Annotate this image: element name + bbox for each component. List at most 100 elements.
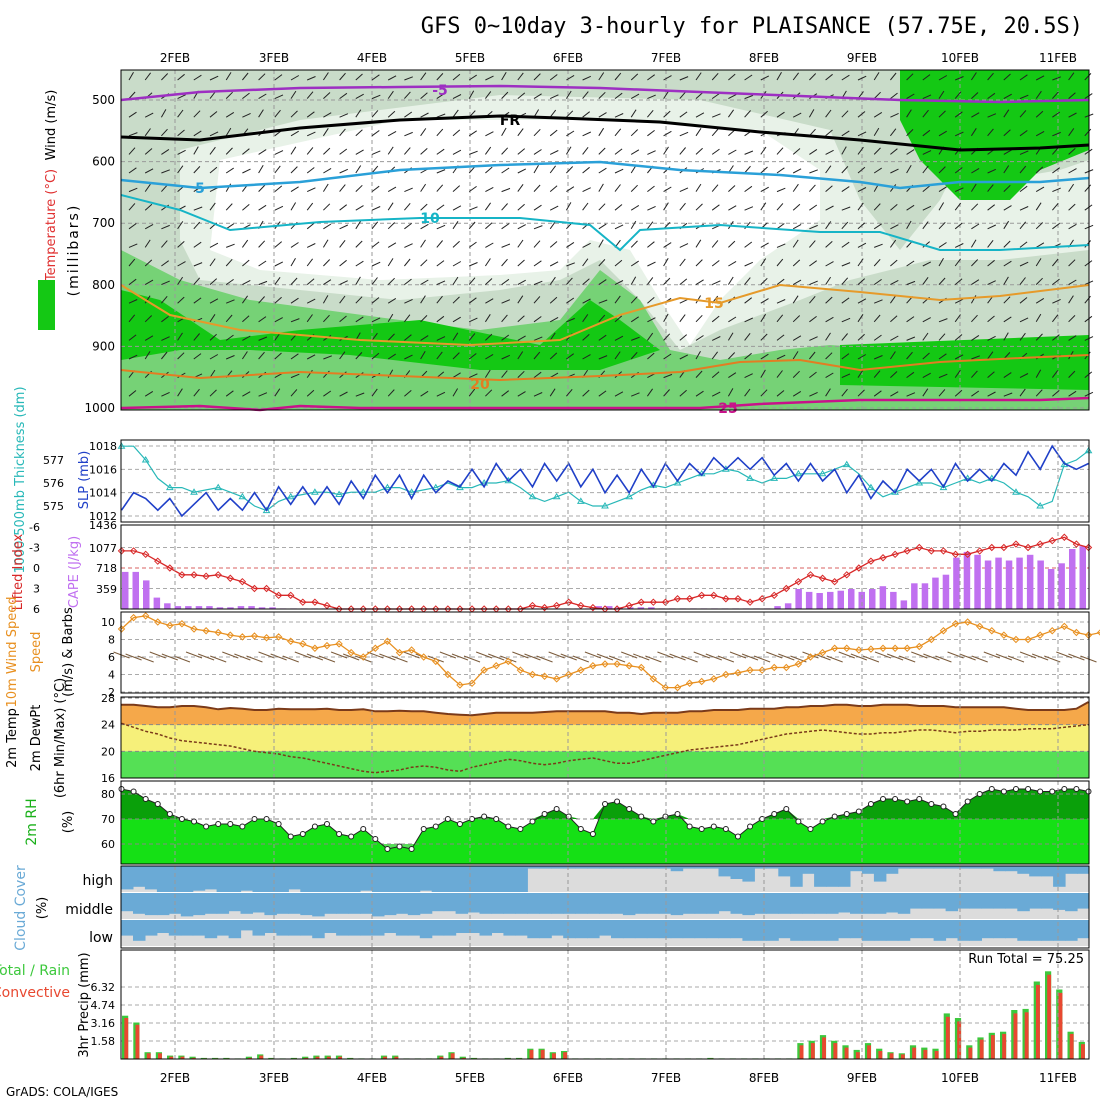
- cape-bar: [932, 578, 939, 609]
- cloud-cell: [503, 893, 516, 914]
- thickness-tick-label: 576: [43, 477, 64, 490]
- temp-contour-label: 15: [704, 296, 723, 312]
- cloud-cell: [814, 893, 827, 914]
- cloud-cell: [1041, 866, 1054, 876]
- cloud-cell: [229, 920, 242, 938]
- top-date-label: 7FEB: [651, 51, 681, 65]
- cloud-cell: [910, 893, 923, 909]
- rh2m-marker: [868, 802, 873, 807]
- cloud-cell: [647, 920, 660, 938]
- rh2m-marker: [300, 832, 305, 837]
- cloud-cell: [683, 920, 696, 938]
- cloud-cell: [671, 866, 684, 871]
- cloud-cell: [802, 893, 815, 914]
- cloud-cell: [241, 920, 254, 930]
- cloud-cell: [826, 920, 839, 941]
- rh2m-marker: [1062, 787, 1067, 792]
- cloud-cell: [264, 866, 277, 892]
- cape-bar: [859, 592, 866, 609]
- cloud-cell: [993, 920, 1006, 938]
- cloud-cell: [695, 893, 708, 914]
- cloud-cell: [886, 920, 899, 941]
- cape-bar: [816, 593, 823, 609]
- precip-ylabel-conv: Convective: [0, 985, 70, 1001]
- cloud-cell: [1005, 866, 1018, 871]
- cape-bar: [785, 603, 792, 609]
- cape-bar: [1048, 569, 1055, 609]
- cape-bar: [154, 598, 161, 609]
- cloud-cell: [527, 920, 540, 938]
- cloud-cell: [456, 866, 469, 892]
- cloud-cell: [1029, 866, 1042, 876]
- cloud-cell: [515, 920, 528, 936]
- cloud-cell: [862, 866, 875, 874]
- cloud-cell: [1017, 893, 1030, 911]
- cloud-cell: [922, 893, 935, 909]
- precip-conv-bar: [136, 1025, 140, 1059]
- precip-conv-bar: [1047, 975, 1051, 1059]
- wind10-panel: [114, 612, 1100, 693]
- cloud-cell: [719, 920, 732, 938]
- rh2m-tick-label: 70: [101, 813, 115, 826]
- cloud-cell: [742, 866, 755, 882]
- cape-bar: [1006, 561, 1013, 610]
- temp2m-ylabel3: (6hr Min/Max) (°C): [53, 678, 68, 798]
- cloud-cell: [766, 920, 779, 941]
- rh2m-marker: [844, 812, 849, 817]
- rh2m-marker: [699, 827, 704, 832]
- cloud-cell: [468, 920, 481, 933]
- precip-conv-bar: [1036, 985, 1040, 1059]
- chart-title: GFS 0~10day 3-hourly for PLAISANCE (57.7…: [421, 14, 1083, 39]
- cloud-cell: [420, 893, 433, 914]
- cape-bar: [1016, 558, 1023, 609]
- rh2m-marker: [929, 802, 934, 807]
- rh2m-marker: [772, 812, 777, 817]
- precip-conv-bar: [890, 1053, 894, 1059]
- cloud-cell: [312, 893, 325, 916]
- wind10-tick-label: 10: [101, 616, 115, 629]
- slp-panel: [119, 440, 1092, 522]
- cloud-cell: [946, 920, 959, 938]
- cloud-cell: [503, 920, 516, 936]
- cloud-cell: [324, 920, 337, 933]
- cloud-cell: [886, 866, 899, 874]
- cape-tick-label: 1077: [89, 542, 117, 555]
- cloud-cell: [802, 920, 815, 941]
- rh2m-marker: [856, 809, 861, 814]
- temp2m-tick-label: 16: [101, 772, 115, 785]
- rh2m-marker: [941, 804, 946, 809]
- cloud-cell: [145, 920, 158, 936]
- cloud-cell: [635, 893, 648, 914]
- rh2m-tick-label: 60: [101, 838, 115, 851]
- footer-credit: GrADS: COLA/IGES: [6, 1085, 118, 1099]
- rh2m-marker: [445, 817, 450, 822]
- cloud-cell: [874, 866, 887, 882]
- cloud-cell: [1065, 866, 1078, 874]
- rh-legend-swatch: [38, 280, 55, 330]
- rh2m-marker: [784, 807, 789, 812]
- cloud-cell: [300, 893, 313, 915]
- cloud-cell: [874, 893, 887, 914]
- pressure-tick-label: 900: [92, 339, 115, 353]
- precip-conv-bar: [1014, 1013, 1018, 1059]
- rh2m-marker: [409, 847, 414, 852]
- cloud-cell: [934, 893, 947, 909]
- rh2m-marker: [494, 817, 499, 822]
- cloud-cell: [264, 920, 277, 933]
- cape-bar: [953, 558, 960, 609]
- wind10-tick-label: 6: [108, 651, 115, 664]
- precip-conv-bar: [800, 1045, 804, 1059]
- cloud-cell: [480, 866, 493, 892]
- cloud-cell: [778, 893, 791, 914]
- bottom-date-label: 8FEB: [749, 1071, 779, 1085]
- cloud-cell: [396, 920, 409, 936]
- rh2m-marker: [832, 814, 837, 819]
- cloud-cell: [1053, 866, 1066, 887]
- cape-bar: [974, 555, 981, 609]
- cloud-cell: [647, 893, 660, 914]
- temp2m-tick-label: 20: [101, 745, 115, 758]
- wind10-tick-label: 8: [108, 634, 115, 647]
- rh2m-marker: [881, 797, 886, 802]
- cape-bar: [890, 592, 897, 609]
